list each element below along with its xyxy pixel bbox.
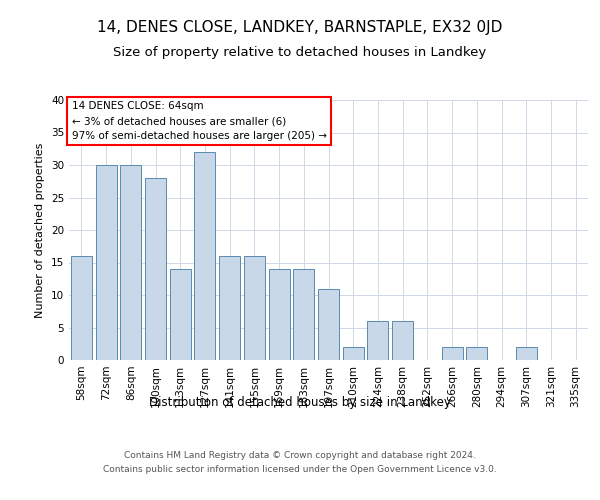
Text: Contains HM Land Registry data © Crown copyright and database right 2024.
Contai: Contains HM Land Registry data © Crown c… (103, 452, 497, 473)
Bar (95, 165, 116, 360)
Bar (269, 269, 290, 360)
Bar (120, 165, 141, 360)
Bar (293, 269, 314, 360)
Bar (367, 321, 388, 360)
Bar (466, 347, 487, 360)
Bar (244, 256, 265, 360)
Bar (343, 347, 364, 360)
Y-axis label: Number of detached properties: Number of detached properties (35, 142, 46, 318)
Bar (194, 152, 215, 360)
Text: Distribution of detached houses by size in Landkey: Distribution of detached houses by size … (149, 396, 451, 409)
Text: Size of property relative to detached houses in Landkey: Size of property relative to detached ho… (113, 46, 487, 59)
Bar (318, 288, 339, 360)
Text: 14, DENES CLOSE, LANDKEY, BARNSTAPLE, EX32 0JD: 14, DENES CLOSE, LANDKEY, BARNSTAPLE, EX… (97, 20, 503, 35)
Bar (145, 178, 166, 360)
Bar (219, 256, 240, 360)
Bar (516, 347, 537, 360)
Bar (170, 269, 191, 360)
Text: 14 DENES CLOSE: 64sqm
← 3% of detached houses are smaller (6)
97% of semi-detach: 14 DENES CLOSE: 64sqm ← 3% of detached h… (71, 102, 326, 141)
Bar (392, 321, 413, 360)
Bar (442, 347, 463, 360)
Bar (71, 256, 92, 360)
